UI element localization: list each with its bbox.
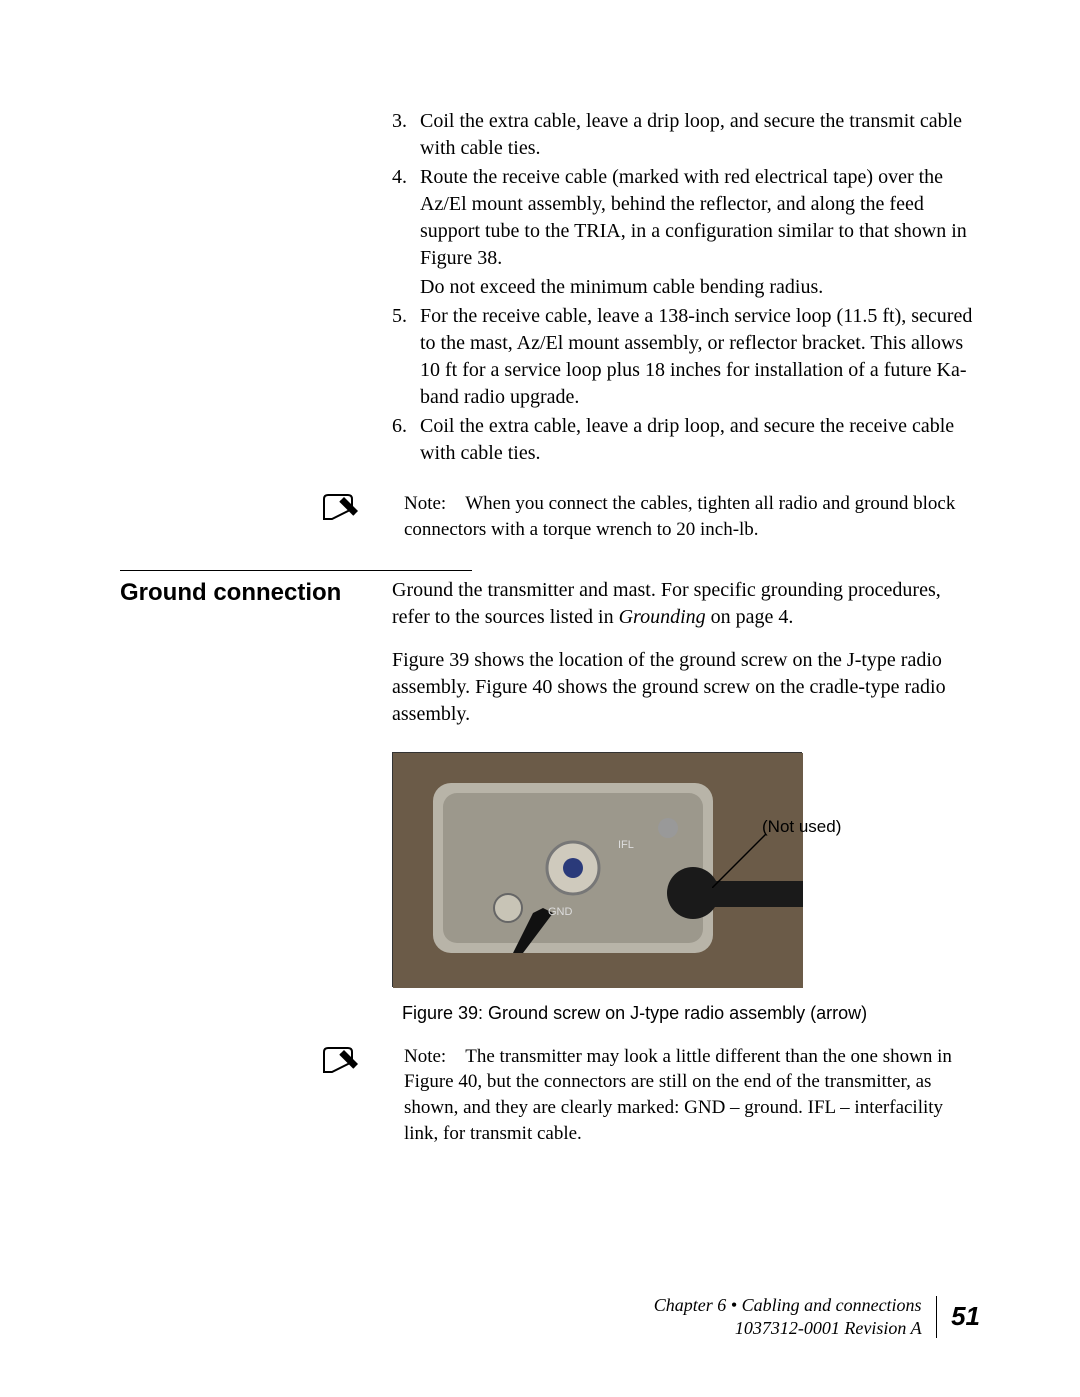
page-number: 51: [951, 1299, 980, 1334]
figure-callout: (Not used): [762, 816, 841, 839]
section-heading: Ground connection: [120, 577, 366, 609]
section-paragraph: Ground the transmitter and mast. For spe…: [392, 577, 980, 631]
section-rule: [120, 570, 472, 571]
grounding-ref: Grounding: [619, 606, 706, 628]
paragraph-text: on page 4.: [706, 606, 794, 628]
svg-text:GND: GND: [548, 906, 573, 918]
section-body: Ground the transmitter and mast. For spe…: [392, 577, 980, 744]
note-icon: [320, 491, 362, 527]
note-text: Note: When you connect the cables, tight…: [404, 491, 980, 542]
figure-caption: Figure 39: Ground screw on J-type radio …: [402, 1001, 980, 1025]
ordered-list: 3. Coil the extra cable, leave a drip lo…: [392, 108, 980, 467]
document-page: 3. Coil the extra cable, leave a drip lo…: [0, 0, 1080, 1397]
footer-chapter: Chapter 6 • Cabling and connections: [654, 1294, 922, 1317]
footer-text: Chapter 6 • Cabling and connections 1037…: [654, 1294, 922, 1339]
list-continuation: Do not exceed the minimum cable bending …: [420, 274, 980, 301]
list-number: 6.: [392, 413, 420, 467]
list-number: 4.: [392, 164, 420, 272]
list-item: 6. Coil the extra cable, leave a drip lo…: [392, 413, 980, 467]
note-block: Note: The transmitter may look a little …: [320, 1044, 980, 1147]
list-item: 3. Coil the extra cable, leave a drip lo…: [392, 108, 980, 162]
list-text: Route the receive cable (marked with red…: [420, 164, 980, 272]
callout-line: [712, 834, 766, 888]
section-paragraph: Figure 39 shows the location of the grou…: [392, 647, 980, 728]
page-footer: Chapter 6 • Cabling and connections 1037…: [654, 1294, 980, 1339]
footer-divider: [936, 1296, 938, 1338]
section-row: Ground connection Ground the transmitter…: [120, 577, 980, 744]
note-text: Note: The transmitter may look a little …: [404, 1044, 980, 1147]
figure-block: GND IFL (Not used) Figure 39: Ground scr…: [392, 752, 980, 1025]
note-block: Note: When you connect the cables, tight…: [320, 491, 980, 542]
list-text: Coil the extra cable, leave a drip loop,…: [420, 108, 980, 162]
list-text: For the receive cable, leave a 138-inch …: [420, 303, 980, 411]
list-item: 4. Route the receive cable (marked with …: [392, 164, 980, 272]
list-number: 3.: [392, 108, 420, 162]
list-text: Coil the extra cable, leave a drip loop,…: [420, 413, 980, 467]
footer-docnum: 1037312-0001 Revision A: [654, 1317, 922, 1340]
note-icon: [320, 1044, 362, 1080]
svg-text:IFL: IFL: [618, 839, 634, 851]
list-item: 5. For the receive cable, leave a 138-in…: [392, 303, 980, 411]
list-number: 5.: [392, 303, 420, 411]
